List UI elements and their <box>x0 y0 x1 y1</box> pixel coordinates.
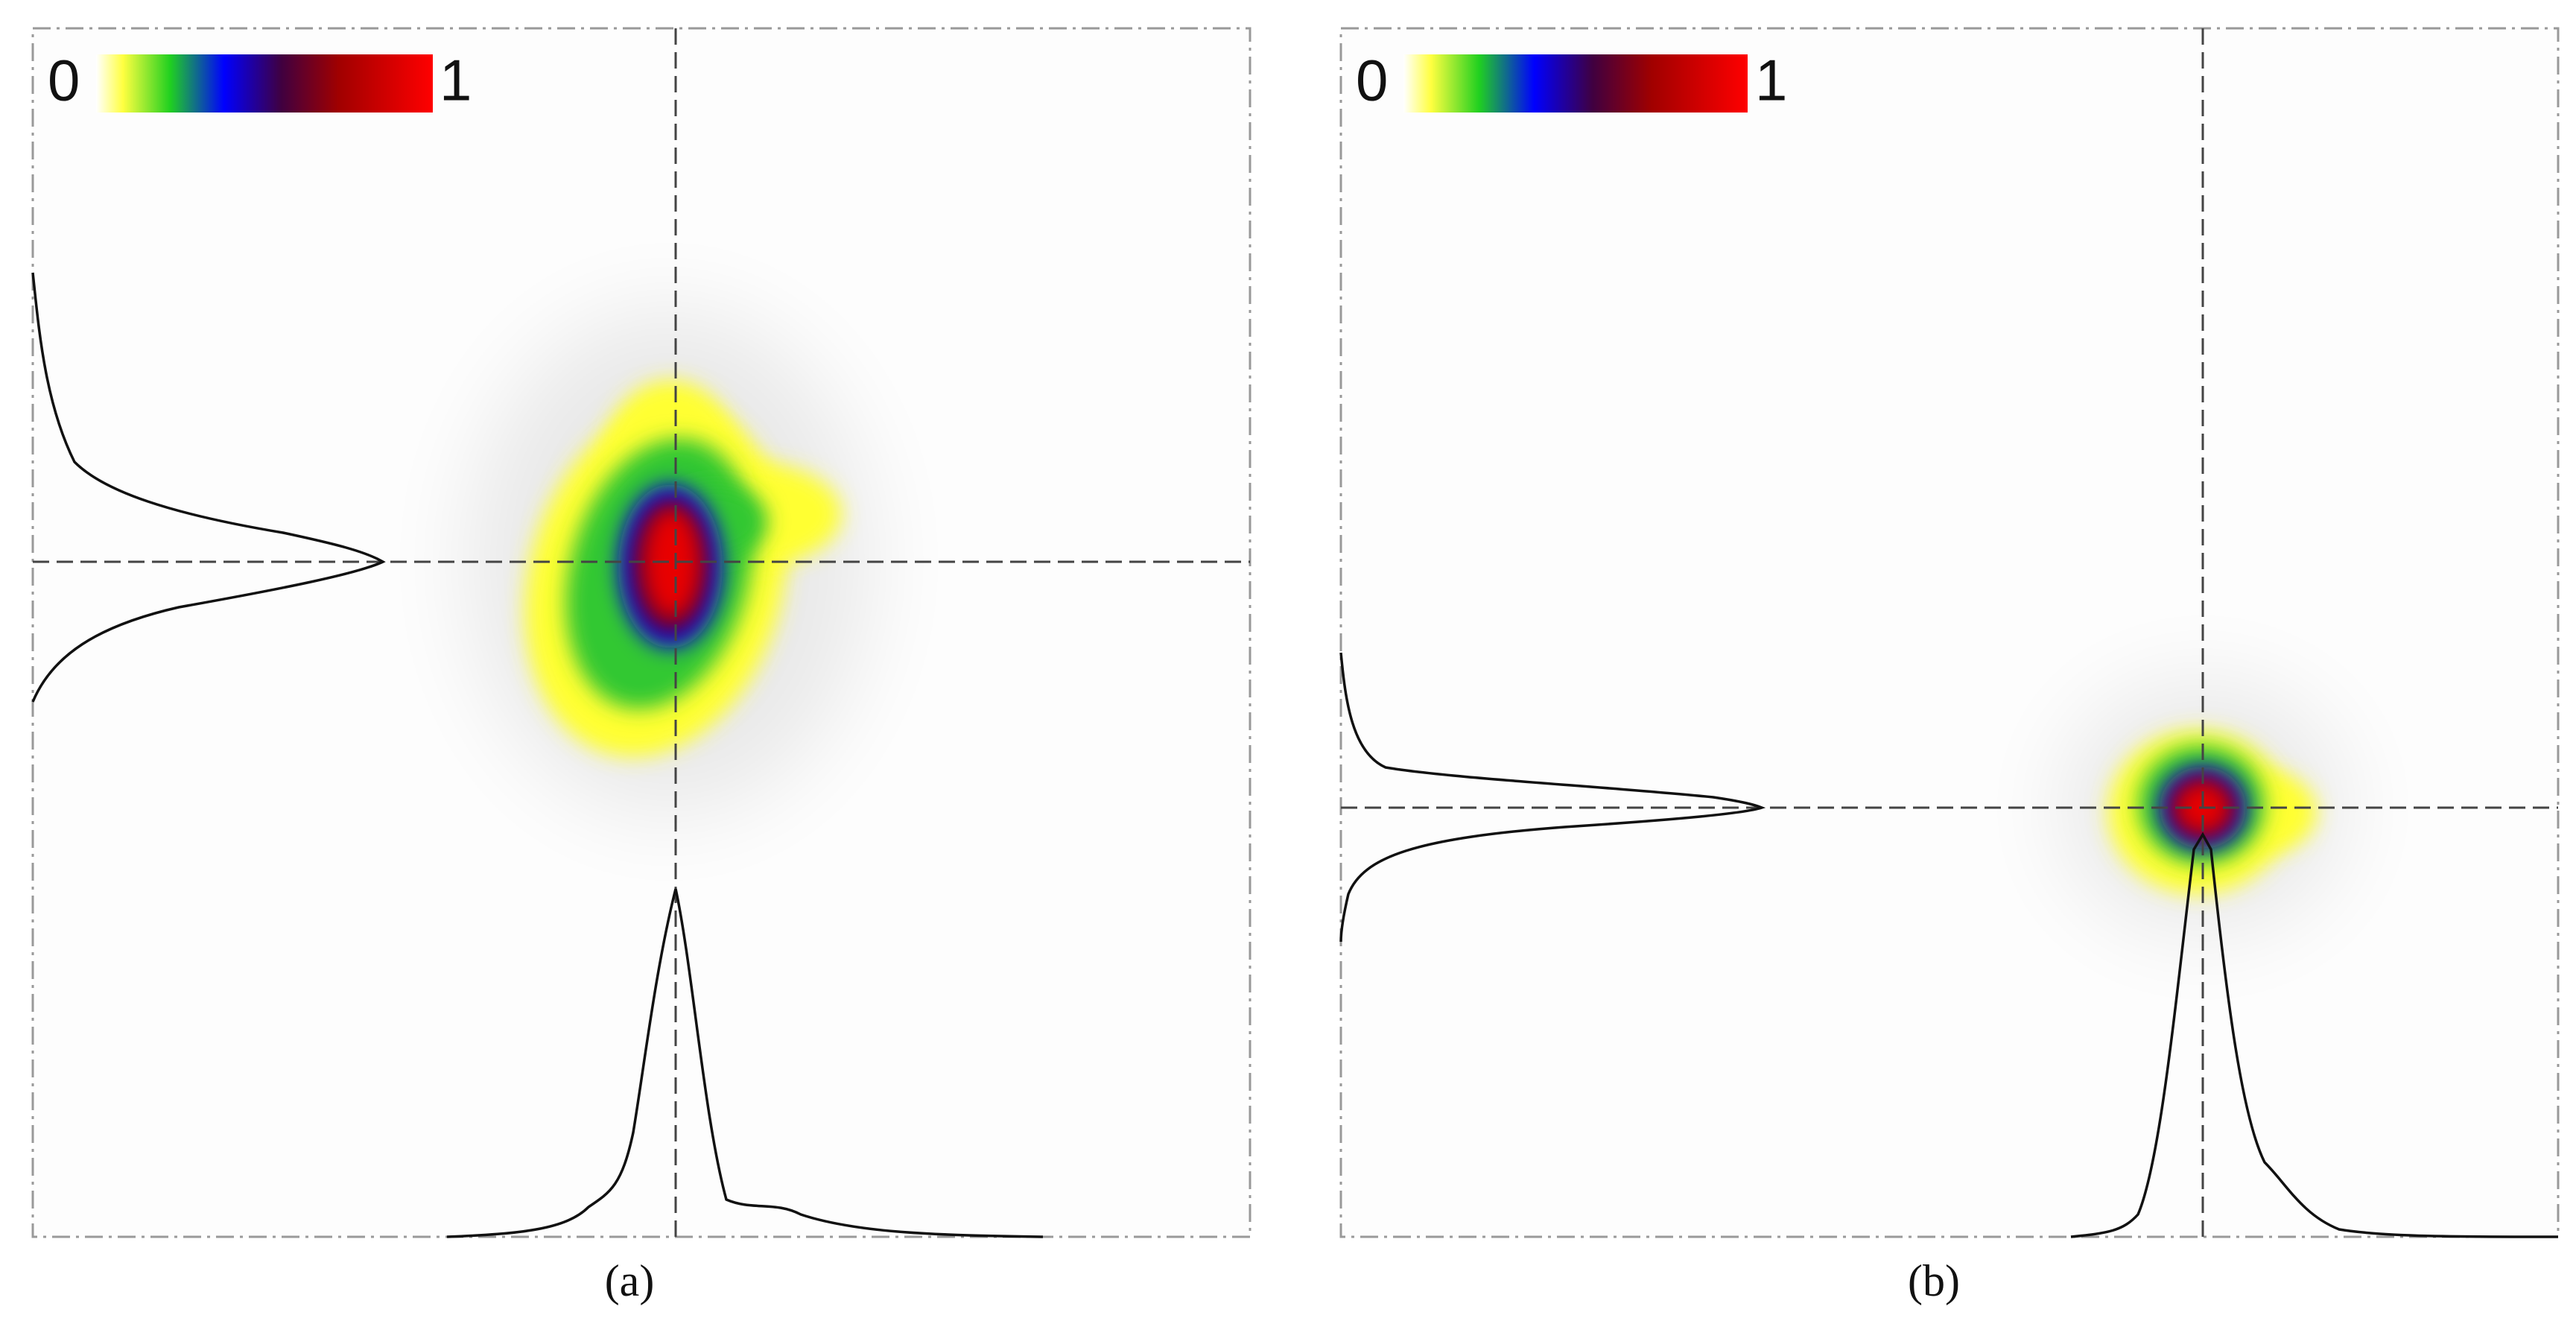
panel-b: 0 1 (b) <box>1339 27 2560 1305</box>
horizontal-profile <box>2070 832 2559 1238</box>
colorbar-max-label: 1 <box>440 48 472 113</box>
plot-frame <box>1339 27 2560 1238</box>
colorbar-max-label: 1 <box>1755 48 1787 113</box>
colorbar <box>1403 54 1748 113</box>
colorbar <box>96 54 433 113</box>
horizontal-profile <box>446 888 1044 1238</box>
colorbar-min-label: 0 <box>1356 48 1388 113</box>
panel-a: 0 1 (a) <box>31 27 1251 1305</box>
colorbar-min-label: 0 <box>48 48 80 113</box>
panel-caption: (a) <box>605 1256 655 1305</box>
panel-caption: (b) <box>1908 1256 1960 1305</box>
vertical-profile <box>31 272 386 703</box>
vertical-profile <box>1339 652 1766 943</box>
